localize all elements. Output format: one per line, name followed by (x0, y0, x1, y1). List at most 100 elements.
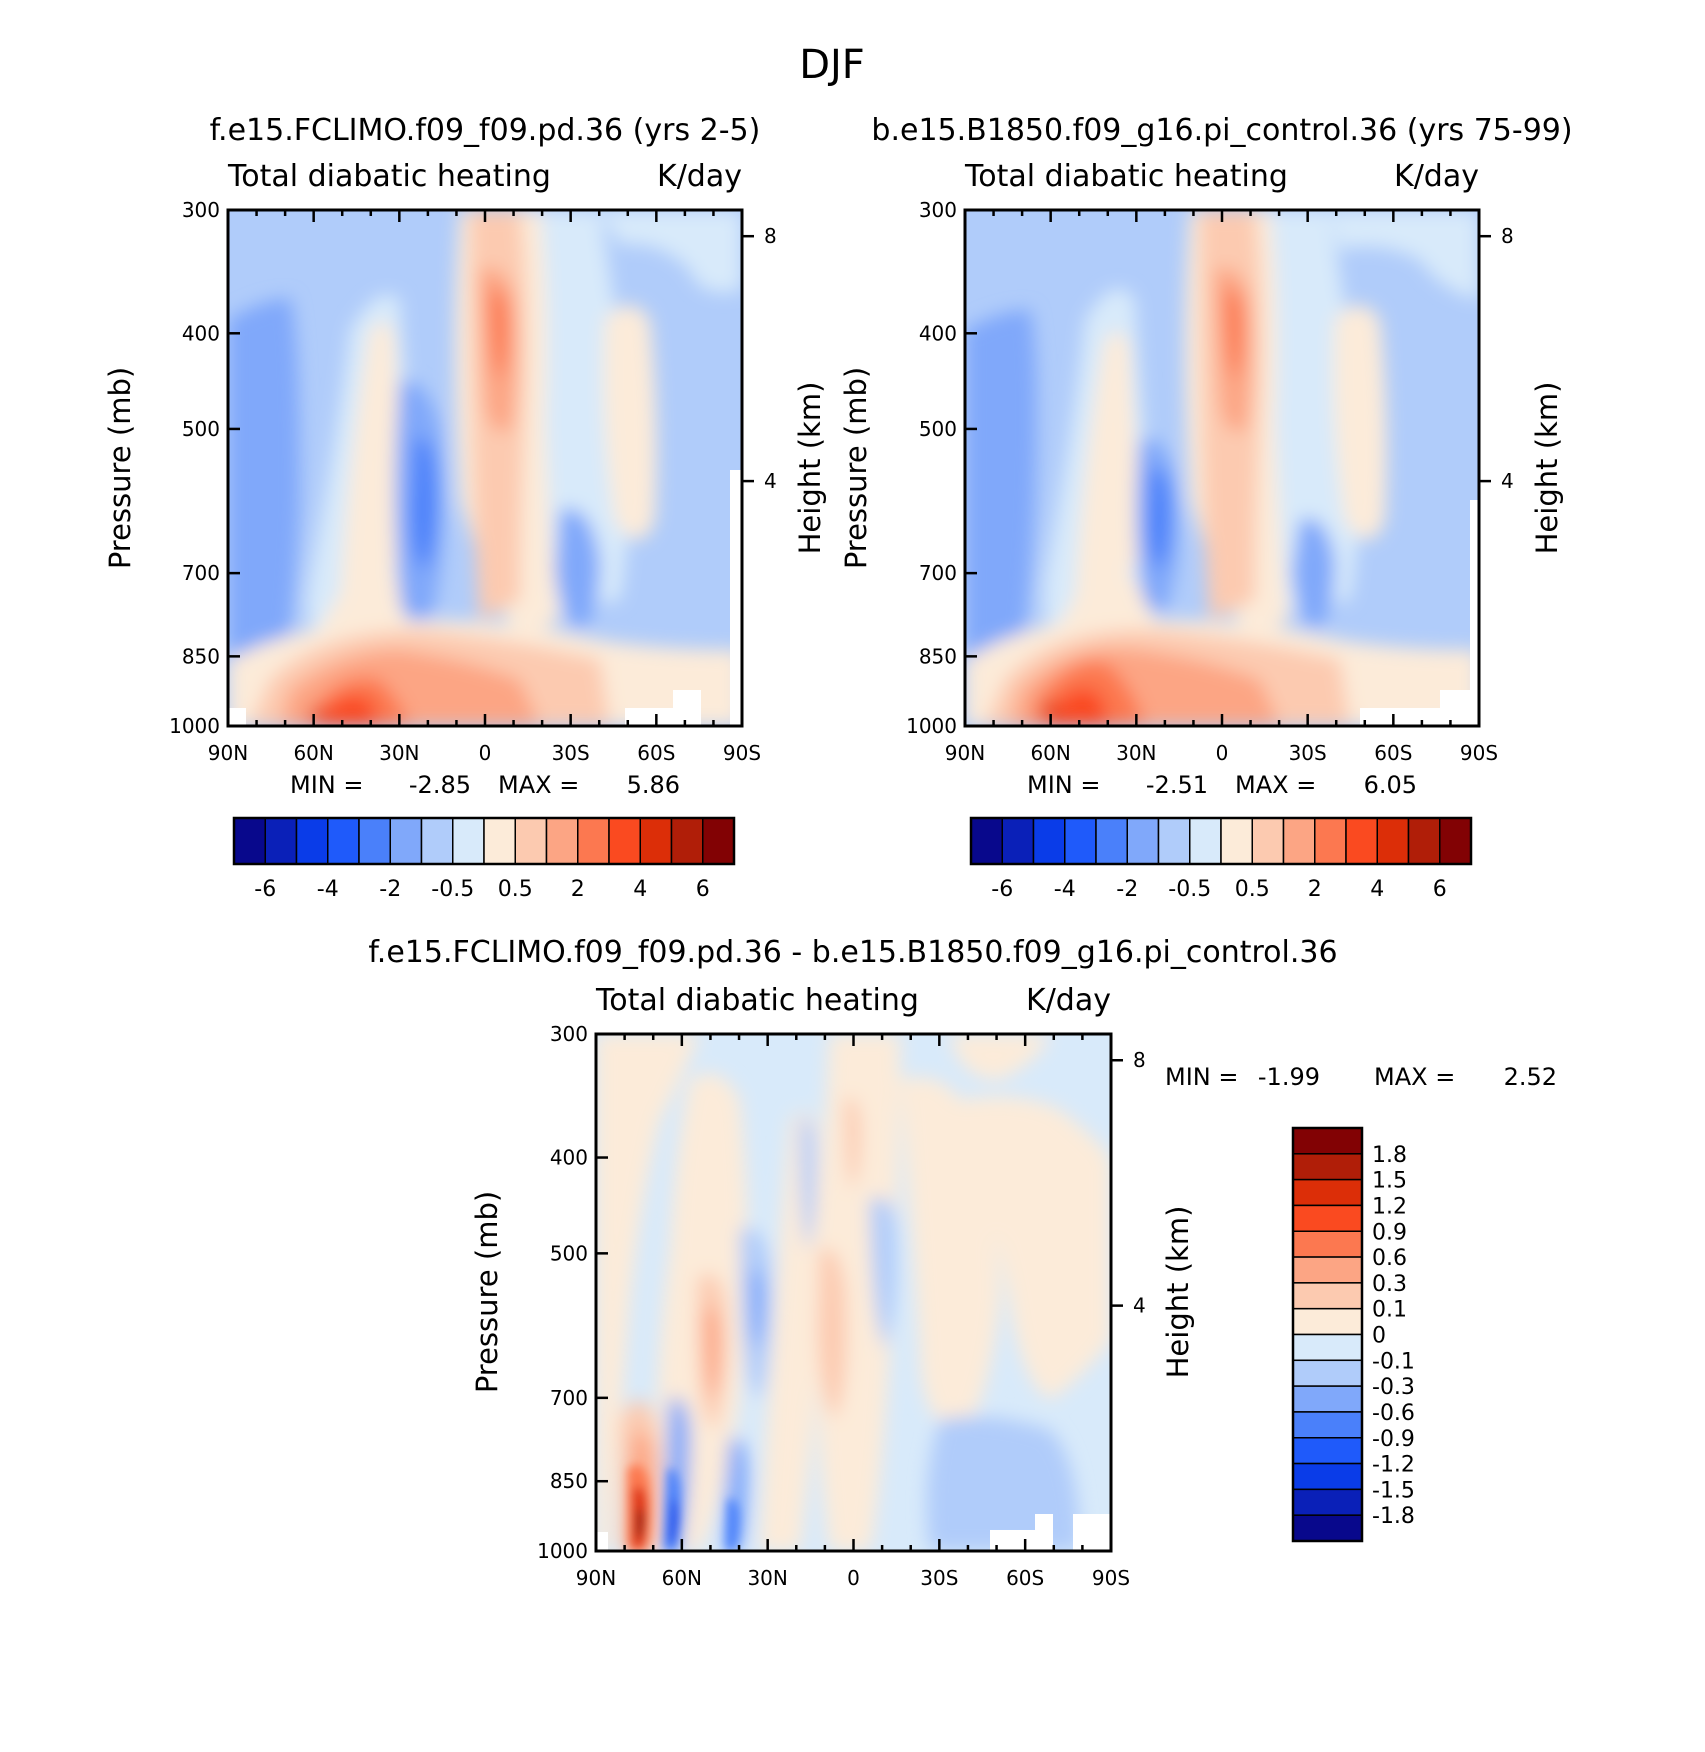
colorbar-box (1292, 1411, 1363, 1439)
panel-0-min-label: MIN = (290, 771, 363, 799)
colorbar-box (577, 817, 610, 865)
panel-1-max-label: MAX = (1235, 771, 1316, 799)
colorbar-label: 0.9 (1372, 1220, 1407, 1245)
y-tick-label: 1000 (537, 1539, 588, 1563)
x-tick-label: 90N (208, 741, 248, 765)
panel-2-right-string: K/day (1026, 983, 1111, 1018)
colorbar-box (1220, 817, 1253, 865)
y-tick-label: 1000 (169, 714, 220, 738)
colorbar-box (670, 817, 704, 865)
colorbar-label: 0.6 (1372, 1246, 1407, 1271)
x-tick-label: 30N (1116, 741, 1156, 765)
panel-2-max-value: 2.52 (1504, 1063, 1557, 1091)
colorbar-label: -1.5 (1372, 1478, 1415, 1503)
y-tick-label: 850 (919, 644, 957, 668)
colorbar-box (1292, 1204, 1363, 1232)
colorbar-label: -0.9 (1372, 1427, 1415, 1452)
panel-2-min-label: MIN = (1165, 1063, 1238, 1091)
panel-0-ylabel-right: Height (km) (793, 382, 827, 555)
colorbar-box (1292, 1514, 1363, 1542)
x-tick-label: 0 (847, 1566, 860, 1590)
colorbar-box (1292, 1359, 1363, 1387)
panel-0-title: f.e15.FCLIMO.f09_f09.pd.36 (yrs 2-5) (210, 113, 761, 148)
colorbar-label: -1.2 (1372, 1453, 1415, 1478)
colorbar-box (1157, 817, 1191, 865)
x-tick-label: 60S (1374, 741, 1412, 765)
panel-0-left-string: Total diabatic heating (227, 159, 551, 194)
x-tick-label: 60N (1030, 741, 1070, 765)
height-tick-label: 8 (764, 224, 777, 248)
x-tick-label: 60S (637, 741, 675, 765)
colorbar-label: -0.5 (1168, 877, 1211, 902)
x-tick-label: 90S (723, 741, 761, 765)
colorbar-box (970, 817, 1003, 865)
colorbar-box (1376, 817, 1410, 865)
y-tick-label: 850 (182, 644, 220, 668)
colorbar-label: -0.1 (1372, 1349, 1415, 1374)
colorbar-box (1292, 1230, 1363, 1258)
panel-1-field (965, 210, 1479, 726)
colorbar-box (639, 817, 673, 865)
colorbar-box (358, 817, 391, 865)
x-tick-label: 90N (576, 1566, 616, 1590)
x-tick-label: 30N (379, 741, 419, 765)
figure-title: DJF (799, 42, 865, 88)
colorbar-box (1292, 1385, 1363, 1413)
colorbar-box (1064, 817, 1097, 865)
panel-1: b.e15.B1850.f09_g16.pi_control.36 (yrs 7… (839, 113, 1573, 902)
colorbar-box (1314, 817, 1347, 865)
colorbar-label: -4 (317, 877, 339, 902)
colorbar-box (1292, 1153, 1363, 1181)
panel-0-min-value: -2.85 (409, 771, 471, 799)
panel-0-ylabel: Pressure (mb) (103, 367, 137, 569)
panel-2-left-string: Total diabatic heating (595, 983, 919, 1018)
panel-2-ticks: 90N 60N 30N 0 30S 60S 90S 300 400 500 700 850 1000 8 4 (537, 1022, 1146, 1590)
colorbar-label: 0.5 (498, 877, 533, 902)
panel-1-title: b.e15.B1850.f09_g16.pi_control.36 (yrs 7… (871, 113, 1572, 148)
panel-0: f.e15.FCLIMO.f09_f09.pd.36 (yrs 2-5) Tot… (103, 113, 827, 902)
colorbar-box (1292, 1488, 1363, 1516)
y-tick-label: 1000 (906, 714, 957, 738)
x-tick-label: 60S (1006, 1566, 1044, 1590)
y-tick-label: 700 (550, 1386, 588, 1410)
y-tick-label: 400 (182, 321, 220, 345)
panel-2-ylabel-right: Height (km) (1161, 1206, 1195, 1379)
y-tick-label: 500 (550, 1241, 588, 1265)
colorbar-box (1292, 1127, 1363, 1155)
colorbar-box (1001, 817, 1035, 865)
colorbar-box (389, 817, 423, 865)
colorbar-box (295, 817, 329, 865)
colorbar-box (1292, 1256, 1363, 1284)
panel-1-right-string: K/day (1394, 159, 1479, 194)
colorbar-box (1439, 817, 1472, 865)
colorbar-box (1095, 817, 1128, 865)
y-tick-label: 500 (182, 417, 220, 441)
panel-1-ylabel-right: Height (km) (1530, 382, 1564, 555)
panel-0-max-value: 5.86 (627, 771, 680, 799)
panel-2-ylabel: Pressure (mb) (470, 1191, 504, 1393)
x-tick-label: 60N (293, 741, 333, 765)
colorbar-box (702, 817, 735, 865)
colorbar-box (545, 817, 579, 865)
colorbar-label: -6 (254, 877, 276, 902)
colorbar-frame (1291, 1126, 1364, 1543)
colorbar-box (233, 817, 266, 865)
panel-1-ylabel: Pressure (mb) (839, 367, 873, 569)
x-tick-label: 90S (1460, 741, 1498, 765)
colorbar-label: 2 (571, 877, 585, 902)
colorbar-box (327, 817, 360, 865)
height-tick-label: 4 (764, 469, 777, 493)
x-tick-label: 0 (479, 741, 492, 765)
colorbar-box (1345, 817, 1378, 865)
x-tick-label: 30N (747, 1566, 787, 1590)
colorbar-box (1251, 817, 1285, 865)
colorbar-box (1126, 817, 1160, 865)
colorbar-box (1407, 817, 1441, 865)
y-tick-label: 700 (919, 561, 957, 585)
colorbar-box (420, 817, 454, 865)
panel-0-max-label: MAX = (498, 771, 579, 799)
panel-1-min-label: MIN = (1027, 771, 1100, 799)
colorbar-label: 0 (1372, 1324, 1386, 1349)
colorbar-box (514, 817, 548, 865)
x-tick-label: 30S (1289, 741, 1327, 765)
